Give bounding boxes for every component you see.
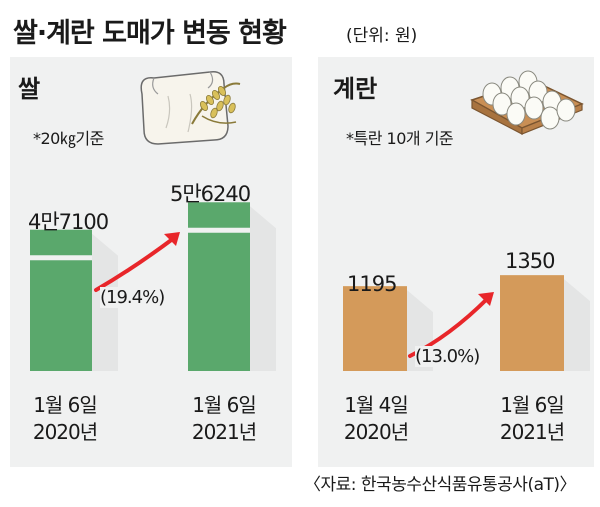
rice-x-label-2: 1월 6일 2021년	[191, 393, 257, 444]
egg-change-label: (13.0%)	[415, 346, 480, 367]
egg-x-label-2: 1월 6일 2021년	[499, 393, 565, 444]
rice-section-title: 쌀	[18, 75, 41, 103]
rice-x-label-1: 1월 6일 2020년	[32, 393, 98, 444]
unit-label: (단위: 원)	[346, 26, 418, 46]
egg-bar-1	[343, 286, 407, 371]
chart-title: 쌀·계란 도매가 변동 현황	[13, 18, 287, 49]
egg-bar-value-label-2: 1350	[505, 249, 555, 273]
rice-basis-note: *20㎏기준	[33, 129, 104, 148]
rice-sack-icon	[140, 71, 241, 145]
rice-change-label: (19.4%)	[100, 287, 165, 308]
source-note: 〈자료: 한국농수산식품유통공사(aT)〉	[304, 475, 577, 495]
egg-x-label-1: 1월 4일 2020년	[343, 393, 409, 444]
egg-bar-2	[500, 275, 564, 371]
egg-section-title: 계란	[333, 75, 378, 103]
rice-change-arrow	[94, 232, 180, 292]
rice-bar-2	[188, 202, 250, 371]
egg-bar-shadow-2	[564, 279, 590, 371]
rice-bar-1	[30, 229, 92, 371]
egg-basis-note: *특란 10개 기준	[346, 129, 454, 148]
rice-bar-value-label-1: 4만7100	[28, 210, 109, 234]
egg-bar-value-label-1: 1195	[347, 272, 397, 296]
rice-bar-shadow-2	[250, 206, 276, 371]
egg-tray-icon	[470, 70, 584, 135]
rice-bar-value-label-2: 5만6240	[170, 182, 251, 206]
